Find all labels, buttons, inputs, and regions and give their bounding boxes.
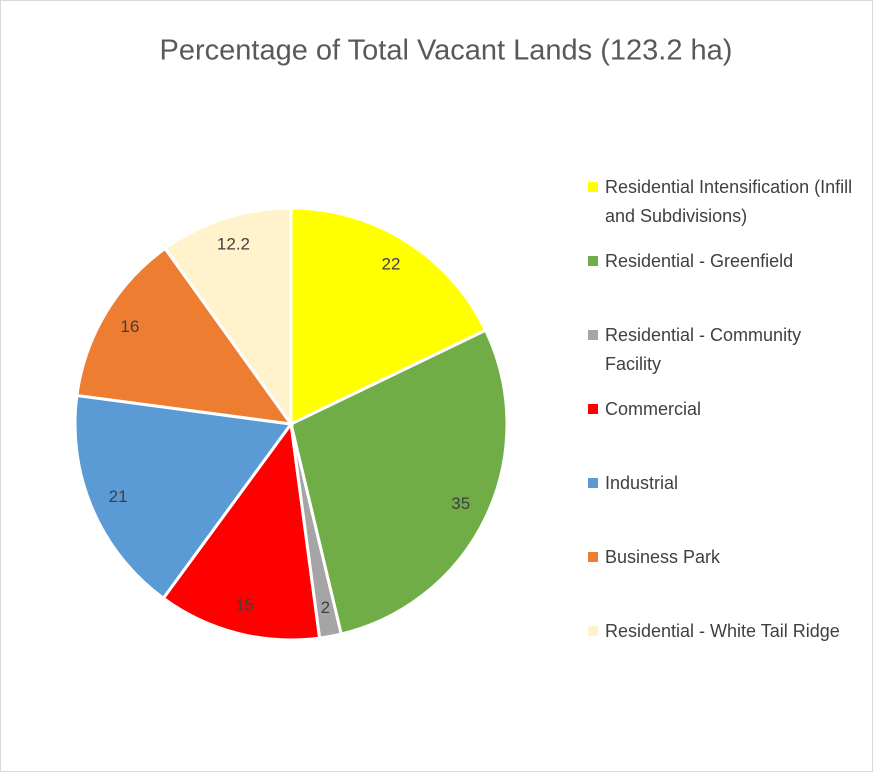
legend-swatch <box>588 404 598 414</box>
legend-swatch <box>588 256 598 266</box>
legend-swatch <box>588 182 598 192</box>
data-label: 2 <box>321 598 330 617</box>
pie-slice <box>75 246 295 426</box>
data-label: 15 <box>235 596 254 615</box>
data-label: 22 <box>382 254 401 273</box>
legend-label: Commercial <box>605 399 702 419</box>
chart-title: Percentage of Total Vacant Lands (123.2 … <box>160 35 733 67</box>
legend-item: Residential - White Tail Ridge <box>588 617 858 646</box>
legend-item: Residential Intensification (Infill and … <box>588 173 858 231</box>
pie-slice <box>289 206 488 427</box>
legend-item: Residential - Greenfield <box>588 247 858 276</box>
legend-item: Business Park <box>588 543 858 572</box>
data-label: 16 <box>120 317 139 336</box>
pie-slice <box>73 393 294 601</box>
legend-label: Industrial <box>605 473 679 493</box>
data-label: 12.2 <box>217 235 250 254</box>
legend-label: Residential Intensification (Infill and … <box>605 177 853 226</box>
legend-item: Industrial <box>588 469 858 498</box>
data-label: 21 <box>109 487 128 506</box>
legend-label: Residential - Greenfield <box>605 251 794 271</box>
legend-swatch <box>588 330 598 340</box>
data-label: 35 <box>451 494 470 513</box>
legend-swatch <box>588 478 598 488</box>
legend-swatch <box>588 552 598 562</box>
legend-item: Residential - Community Facility <box>588 321 858 379</box>
legend-item: Commercial <box>588 395 858 424</box>
pie-slice <box>163 206 293 429</box>
legend-swatch <box>588 626 598 636</box>
legend-label: Business Park <box>605 547 721 567</box>
legend-label: Residential - White Tail Ridge <box>605 621 840 641</box>
pie-slice <box>289 328 509 636</box>
legend-label: Residential - Community Facility <box>605 325 802 374</box>
pie-slice <box>161 420 322 642</box>
